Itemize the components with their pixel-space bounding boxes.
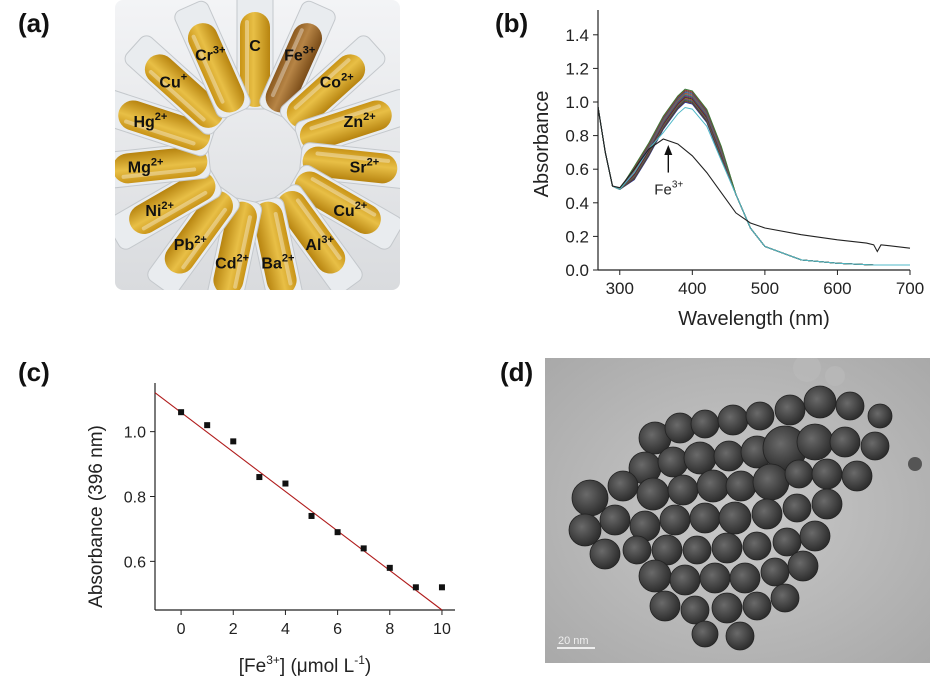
b-y-tick-label: 0.4 [565,194,589,213]
tube-label: Zn2+ [344,111,376,131]
b-y-tick-label: 1.2 [565,59,589,78]
fe-annotation: Fe3+ [654,180,683,199]
spectrum-line [597,106,910,266]
tube [115,142,211,190]
spectrum-line [597,96,910,266]
tube-label: Cu2+ [333,200,367,220]
tube [147,184,240,290]
tube-label: Cr3+ [195,45,225,65]
spectrum-line [597,89,910,266]
fe-arrowhead [664,144,673,155]
fit-line [154,392,443,611]
tube [124,35,231,135]
b-y-tick-label: 1.0 [565,93,589,112]
spectrum-line [597,94,910,266]
tube [299,142,400,190]
tube [259,0,336,119]
c-x-axis-title: [Fe3+] (μmol L-1) [239,653,371,677]
data-point [282,480,289,487]
spectrum-line [597,97,910,266]
tube-label: Hg2+ [133,111,167,131]
c-x-tick-label: 8 [385,621,394,638]
c-y-tick-label: 0.6 [124,554,146,571]
tube [115,164,222,250]
data-point [256,474,263,481]
tube-label: C [249,38,261,55]
spectra-chart: 300 400 500 600 7000.00.20.40.60.81.01.21.4 … [531,10,924,330]
b-y-tick-label: 0.8 [565,127,589,146]
spectrum-line [597,93,910,266]
spectrum-line [597,88,910,266]
c-x-tick-label: 10 [433,621,451,638]
tem-image: 20 nm [545,358,930,663]
data-point [412,584,419,591]
data-point [204,422,211,429]
b-y-tick-label: 1.4 [565,26,589,45]
b-y-tick-label: 0.6 [565,160,589,179]
data-point [178,409,185,416]
b-x-tick-label: 500 [751,279,779,298]
data-point [334,529,341,536]
spectrum-line [597,95,910,266]
calibration-chart: 0 2 4 6 8 10 0.6 0.8 1.0 [Fe3+] (μmol L-1) Absor… [86,383,455,677]
fe-spectrum-line [597,106,911,253]
tube-label: Sr2+ [350,157,379,177]
c-x-tick-label: 0 [177,621,186,638]
panel-label-d: (d) [500,357,534,387]
tube-label: Pb2+ [174,234,207,254]
c-x-tick-label: 4 [281,621,290,638]
b-x-tick-label: 700 [896,279,924,298]
spectrum-line [597,100,910,266]
data-point [438,584,445,591]
c-x-tick-label: 2 [229,621,238,638]
spectrum-line [597,101,910,266]
spectrum-line [597,91,910,266]
tube-label: Co2+ [320,71,354,91]
scale-bar-label: 20 nm [558,635,589,647]
data-point [360,545,367,552]
tube [270,184,363,290]
tube [204,197,263,290]
b-y-axis-title: Absorbance [531,91,553,198]
tube-label: Ba2+ [261,253,294,273]
panel-label-a: (a) [18,8,50,38]
c-y-tick-label: 1.0 [124,425,146,442]
tube-label: Mg2+ [128,157,164,177]
tube-photo: C Fe3+ Co2+ Zn2+ Sr2+ Cu2+ Al3+ Ba2+ Cd2+ Pb2+ Ni2… [115,0,400,290]
data-point [308,512,315,519]
panel-label-c: (c) [18,357,50,387]
data-point [386,564,393,571]
b-y-tick-label: 0.2 [565,227,589,246]
tube [174,0,251,119]
c-y-tick-label: 0.8 [124,490,146,507]
b-y-tick-label: 0.0 [565,261,589,280]
tube [288,164,400,250]
tube-label: Cu+ [159,71,187,91]
tube-label: Fe3+ [284,45,315,65]
c-y-axis-title: Absorbance (396 nm) [86,425,107,608]
tube-label: Al3+ [305,234,334,254]
tube [294,89,400,157]
tube-ring: C Fe3+Co2+ Zn2+ Sr2+ Cu2+ Al3+ Ba2+ Cd2+ Pb2+Ni2… [115,0,400,290]
data-point [230,438,237,445]
tube [247,197,306,290]
tube [115,89,216,157]
spectrum-line [597,92,910,266]
spectrum-line [597,99,910,266]
b-x-tick-label: 300 [606,279,634,298]
b-x-axis-title: Wavelength (nm) [678,308,830,330]
tube [236,0,274,110]
b-x-tick-label: 600 [823,279,851,298]
spectrum-line [597,90,910,266]
panel-label-b: (b) [495,8,529,38]
tube [279,35,386,135]
c-x-tick-label: 6 [333,621,342,638]
b-x-tick-label: 400 [678,279,706,298]
tem-micrograph: 20 nm [545,358,930,663]
spectrum-line [597,98,910,266]
tube-label: Ni2+ [145,200,174,220]
tube-label: Cd2+ [215,253,249,273]
